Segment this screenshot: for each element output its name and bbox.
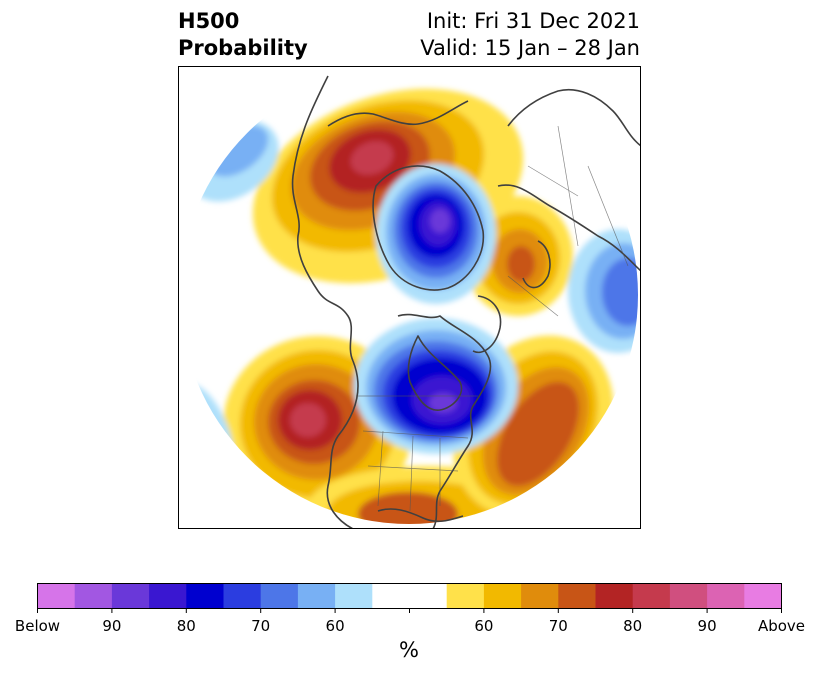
run-info: Init: Fri 31 Dec 2021 Valid: 15 Jan – 28… <box>420 8 640 62</box>
colorbar-units: % <box>399 638 419 662</box>
colorbar-ticks <box>37 608 782 613</box>
coastline <box>472 295 502 353</box>
colorbar-tick-label: Below <box>14 617 61 635</box>
anomaly-contour <box>358 492 458 524</box>
coastline <box>326 360 359 529</box>
coastline <box>507 88 641 147</box>
colorbar-tick-label: 90 <box>102 617 122 635</box>
colorbar-swatch <box>707 583 745 609</box>
colorbar-swatch <box>260 583 299 609</box>
colorbar-swatch <box>483 583 522 609</box>
anomaly-contour <box>496 381 580 487</box>
colorbar-tick-label: 80 <box>623 617 643 635</box>
gulf-coast <box>377 508 464 523</box>
colorbar-swatch <box>335 583 373 609</box>
border <box>507 275 559 317</box>
colorbar-swatch <box>632 583 671 609</box>
title-line-1: H500 <box>178 9 240 33</box>
hudson-bay <box>407 335 463 411</box>
colorbar-swatch <box>111 583 150 609</box>
colorbar-tick-label: 90 <box>697 617 717 635</box>
init-time: Init: Fri 31 Dec 2021 <box>426 9 640 33</box>
colorbar-swatches <box>37 583 782 609</box>
colorbar-tick-label: 80 <box>176 617 196 635</box>
colorbar-swatch <box>595 583 634 609</box>
anomaly-contour <box>430 209 450 233</box>
colorbar-swatch <box>297 583 336 609</box>
political-borders <box>356 125 629 512</box>
anomaly-contour <box>507 246 535 282</box>
colorbar-tick-label: 60 <box>325 617 345 635</box>
coastline <box>327 100 469 127</box>
colorbar-swatch <box>446 583 485 609</box>
anomaly-contour <box>290 403 326 437</box>
colorbar-tick-label: 70 <box>251 617 271 635</box>
colorbar-swatch <box>409 583 448 609</box>
border <box>367 465 459 472</box>
colorbar-swatch <box>744 583 782 609</box>
colorbar-swatch <box>521 583 559 609</box>
border <box>587 165 629 267</box>
valid-period: Valid: 15 Jan – 28 Jan <box>420 36 640 60</box>
colorbar <box>37 583 782 613</box>
anomaly-contour <box>429 393 457 413</box>
colorbar-tick-label: Above <box>757 617 806 635</box>
probability-map <box>178 66 641 529</box>
colorbar-swatch <box>223 583 262 609</box>
colorbar-swatch <box>372 583 410 609</box>
coastline <box>291 75 354 362</box>
colorbar-swatch <box>669 583 708 609</box>
colorbar-tick-label: 60 <box>474 617 494 635</box>
colorbar-swatch <box>149 583 187 609</box>
coastline <box>522 240 551 289</box>
border <box>409 435 414 512</box>
colorbar-swatch <box>37 583 76 609</box>
colorbar-swatch <box>186 583 224 609</box>
border <box>557 125 579 247</box>
title-line-2: Probability <box>178 36 308 60</box>
border <box>362 430 469 439</box>
anomaly-contour <box>602 258 638 326</box>
chart-title: H500 Probability <box>178 8 308 62</box>
anomaly-contour <box>350 141 394 175</box>
colorbar-swatch <box>558 583 596 609</box>
border <box>527 165 579 197</box>
colorbar-swatch <box>74 583 113 609</box>
border <box>377 430 384 507</box>
colorbar-tick-label: 70 <box>548 617 568 635</box>
arctic-islands <box>372 165 485 291</box>
map-frame <box>178 66 641 529</box>
